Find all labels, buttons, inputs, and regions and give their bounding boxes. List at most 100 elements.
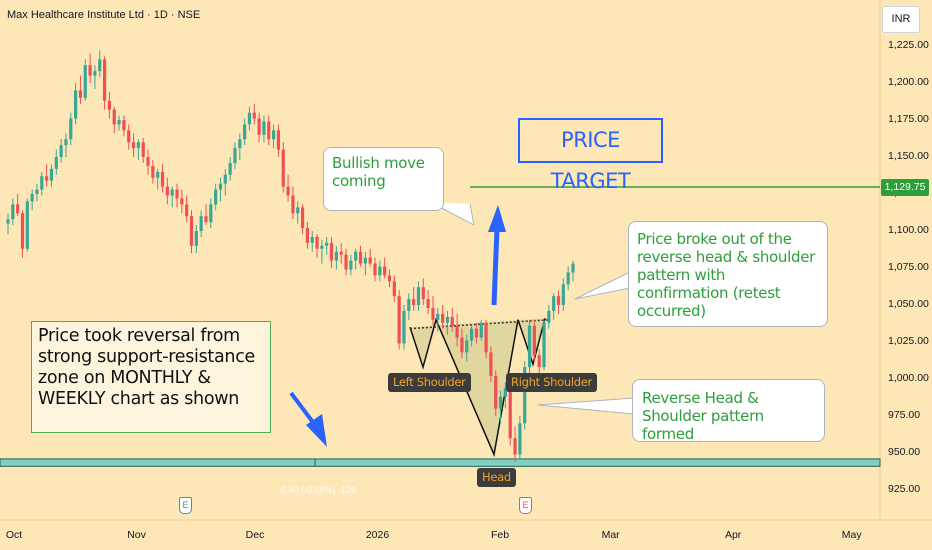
candle-body (102, 59, 107, 101)
reversal-arrow-shaft (289, 391, 317, 427)
candle-body (45, 176, 49, 181)
candle-body (358, 251, 363, 264)
candle-body (527, 325, 532, 368)
candle-body (320, 245, 324, 249)
candle-body (16, 204, 20, 214)
pattern-note-pointer (537, 397, 635, 415)
candle-body (69, 118, 73, 140)
candle-body (11, 204, 15, 220)
candle-body (387, 275, 392, 282)
candle-body (325, 242, 329, 246)
earnings-marker-icon[interactable]: E (519, 497, 532, 514)
earnings-marker-icon[interactable]: E (179, 497, 192, 514)
candle-body (214, 189, 218, 205)
candle-body (329, 242, 334, 261)
pattern-outline (409, 317, 546, 458)
candle-body (489, 352, 493, 377)
candle-body (247, 112, 252, 125)
y-tick-label: 1,175.00 (888, 113, 929, 125)
x-tick-label: Feb (490, 529, 510, 541)
y-tick-label: 1,225.00 (888, 39, 929, 51)
candle-body (436, 313, 440, 320)
bullish-arrow-shaft (491, 227, 500, 306)
candle-body (107, 100, 112, 110)
candle-body (30, 194, 34, 202)
candle-body (441, 313, 445, 323)
bullish-arrow-head (488, 205, 506, 232)
candle-body (450, 316, 454, 326)
currency-selector[interactable]: INR (882, 6, 920, 33)
y-tick-label: 1,075.00 (888, 261, 929, 273)
candle-body (455, 325, 459, 338)
candle-body (547, 310, 551, 323)
candle-body (552, 296, 556, 311)
candle-body (160, 171, 165, 187)
y-tick-label: 1,100.00 (888, 224, 929, 236)
head-label: Head (477, 468, 516, 487)
candle-body (339, 251, 343, 255)
candle-body (300, 207, 305, 229)
candle-body (310, 236, 314, 243)
candle-body (93, 71, 97, 76)
candle-body (542, 322, 546, 368)
grid-layer (0, 0, 932, 521)
pattern-note: Reverse Head & Shoulder pattern formed (632, 379, 825, 443)
candle-body (402, 310, 406, 344)
support-zone-layer (0, 186, 881, 467)
neckline (409, 319, 549, 330)
candle-body (252, 112, 256, 119)
candle-body (571, 263, 575, 273)
y-tick-label: 950.00 (888, 446, 921, 458)
reversal-note: Price took reversal from strong support-… (31, 321, 271, 433)
candle-body (117, 120, 121, 125)
y-tick-label: 1,000.00 (888, 372, 929, 384)
candle-body (74, 90, 78, 119)
candle-body (315, 236, 319, 249)
candle-body (209, 204, 213, 223)
candle-body (189, 216, 194, 246)
candle-body (281, 149, 285, 187)
candle-body (131, 142, 136, 149)
candle-body (25, 201, 29, 249)
candle-body (474, 328, 479, 338)
candle-body (354, 251, 358, 261)
candle-body (513, 438, 517, 455)
x-tick-label: Apr (724, 529, 742, 541)
candle-body (54, 157, 58, 169)
candle-body (88, 65, 92, 76)
left-shoulder-label: Left Shoulder (388, 373, 471, 392)
candle-body (257, 118, 261, 135)
candle-body (180, 198, 184, 205)
x-tick-label: 2026 (365, 529, 390, 541)
support-zone (0, 458, 881, 467)
candle-body (136, 142, 140, 149)
candle-body (392, 281, 396, 297)
candle-body (484, 322, 488, 353)
candle-body (445, 316, 450, 323)
candle-body (532, 325, 536, 356)
reversal-arrow-head (306, 414, 327, 447)
candle-body (498, 396, 503, 409)
candle-body (127, 130, 131, 143)
candle-body (296, 207, 300, 214)
price-target-label: PRICE TARGET (518, 118, 663, 193)
candle-body (426, 299, 430, 308)
candle-body (556, 296, 561, 305)
bullish-move-note: Bullish move coming (323, 147, 444, 211)
candle-body (35, 189, 39, 194)
candle-body (223, 174, 227, 184)
candle-body (465, 340, 469, 353)
candle-body (518, 423, 522, 455)
y-tick-label: 1,050.00 (888, 298, 929, 310)
candle-body (170, 189, 174, 196)
candle-body (83, 65, 87, 98)
target-price-tag: 1,129.75 (881, 179, 929, 196)
candle-body (267, 121, 271, 140)
candle-body (98, 59, 102, 72)
candle-body (383, 266, 387, 276)
candle-body (204, 216, 208, 223)
candle-body (40, 176, 44, 190)
candle-body (561, 284, 565, 305)
candle-body (373, 263, 377, 276)
